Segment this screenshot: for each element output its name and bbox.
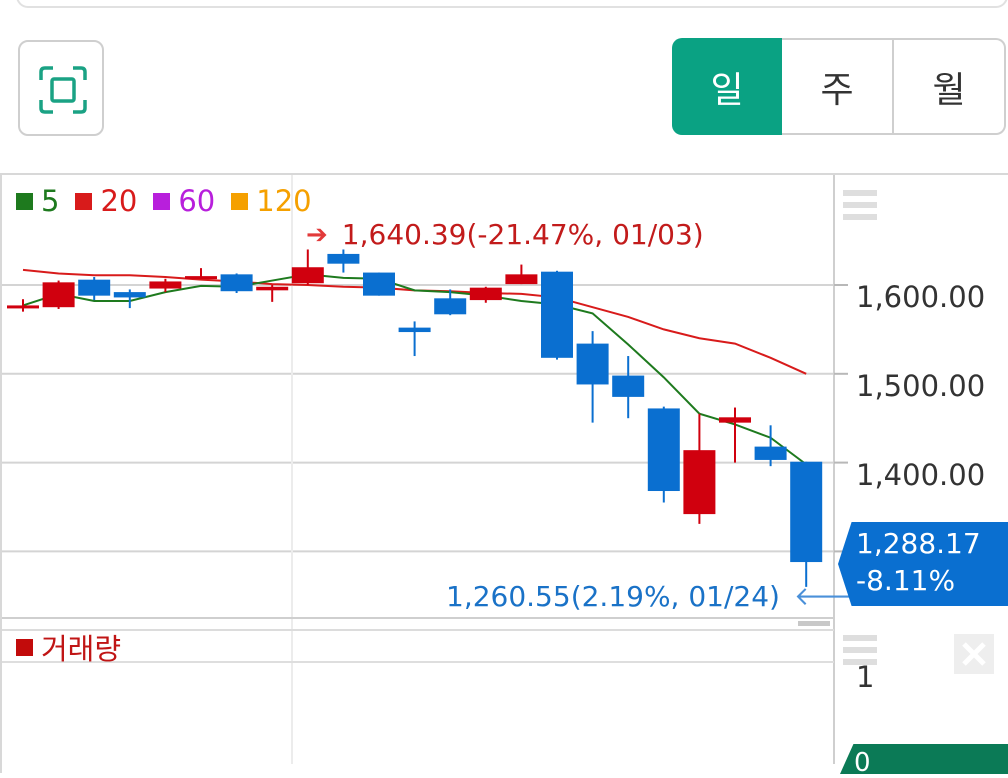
candle-up <box>7 305 39 309</box>
candle-down <box>647 408 680 492</box>
arrow-right-icon: ➔ <box>306 219 328 250</box>
candle-up <box>683 450 716 515</box>
menu-icon[interactable] <box>843 190 877 220</box>
volume-axis-label: 1 <box>856 660 875 694</box>
candle-up <box>469 287 502 301</box>
price-axis-label: 1,400.00 <box>856 458 986 492</box>
candle-up <box>149 281 182 289</box>
volume-close-button[interactable] <box>954 634 994 674</box>
candle-down <box>790 461 823 563</box>
candle-down <box>78 279 111 296</box>
high-annotation: ➔ 1,640.39(-21.47%, 01/03) <box>306 218 704 251</box>
price-axis-label: 1,500.00 <box>856 369 986 403</box>
legend-ma120: 120 <box>231 184 312 218</box>
period-day-button[interactable]: 일 <box>672 38 782 135</box>
period-selector: 일 주 월 <box>672 38 1006 135</box>
candle-down <box>541 271 573 358</box>
candle-up <box>256 286 289 291</box>
candle-up <box>719 417 751 423</box>
candle-down <box>220 274 253 292</box>
legend-ma5: 5 <box>16 184 59 218</box>
menu-icon[interactable] <box>843 635 877 665</box>
candle-down <box>327 253 360 264</box>
candle-down <box>398 327 431 333</box>
candle-down <box>363 272 395 296</box>
fullscreen-button[interactable] <box>18 40 104 136</box>
candle-up <box>42 282 75 308</box>
legend-ma60: 60 <box>153 184 215 218</box>
candle-down <box>612 375 645 397</box>
low-annotation: 1,260.55(2.19%, 01/24) 🡐 <box>446 580 864 613</box>
candle-up <box>291 267 324 284</box>
ma-legend: 5 20 60 120 <box>16 184 328 218</box>
period-month-button[interactable]: 월 <box>894 38 1006 135</box>
volume-legend: 거래량 <box>16 626 121 668</box>
candle-down <box>113 292 146 298</box>
current-price-tag: 1,288.17 -8.11% <box>838 522 1008 606</box>
ma5-line <box>22 273 807 466</box>
current-price: 1,288.17 <box>856 527 981 560</box>
period-week-button[interactable]: 주 <box>782 38 894 135</box>
price-axis-label: 1,600.00 <box>856 280 986 314</box>
candle-up <box>185 276 217 280</box>
legend-ma20: 20 <box>75 184 137 218</box>
fullscreen-frame-icon <box>39 66 87 114</box>
candle-down <box>434 298 467 315</box>
candle-up <box>505 274 538 285</box>
volume-current-tag: 0 <box>840 744 1008 774</box>
candle-down <box>754 446 787 460</box>
close-icon <box>962 642 986 666</box>
candle-down <box>576 343 609 385</box>
chart-frame <box>0 173 1008 773</box>
current-change: -8.11% <box>856 564 956 597</box>
resize-handle <box>798 621 830 626</box>
